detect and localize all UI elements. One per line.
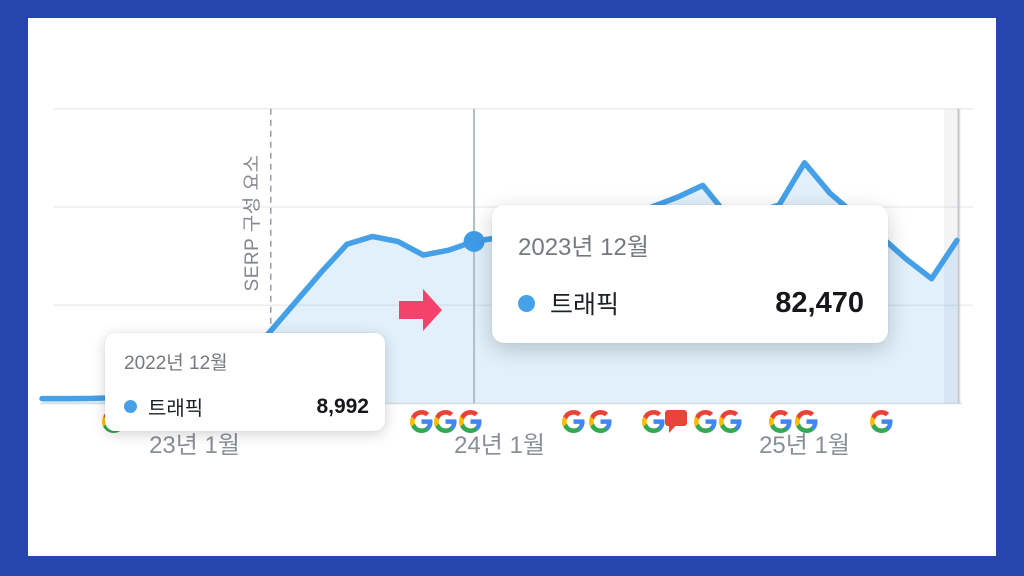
highlighted-data-point[interactable] [463, 230, 485, 252]
series-dot-icon [124, 400, 137, 413]
google-update-icon[interactable] [694, 410, 717, 433]
tooltip-2023-12: 2023년 12월 트래픽 82,470 [492, 205, 888, 343]
serp-annotation-label: SERP 구성 요소 [242, 154, 263, 292]
google-update-icon[interactable] [589, 410, 612, 433]
highlight-arrow-icon [399, 289, 442, 331]
x-axis-tick-24: 24년 1월 [454, 432, 545, 459]
x-axis-tick-23: 23년 1월 [149, 432, 240, 459]
tooltip-date: 2023년 12월 [518, 234, 649, 261]
google-update-flag-icon[interactable] [664, 409, 688, 434]
google-update-icon[interactable] [642, 410, 665, 433]
partial-data-band [944, 108, 961, 404]
tooltip-2022-12: 2022년 12월 트래픽 8,992 [105, 333, 385, 431]
series-dot-icon [518, 294, 535, 312]
tooltip-metric-value: 82,470 [775, 286, 864, 319]
tooltip-date: 2022년 12월 [124, 353, 228, 374]
tooltip-metric-value: 8,992 [316, 394, 369, 418]
tooltip-metric-label: 트래픽 [550, 291, 620, 319]
chart-panel: SERP 구성 요소 23년 1월 24년 1월 25년 1월 2022년 12… [28, 18, 996, 556]
x-axis-tick-25: 25년 1월 [759, 432, 850, 459]
tooltip-metric-label: 트래픽 [148, 398, 204, 420]
